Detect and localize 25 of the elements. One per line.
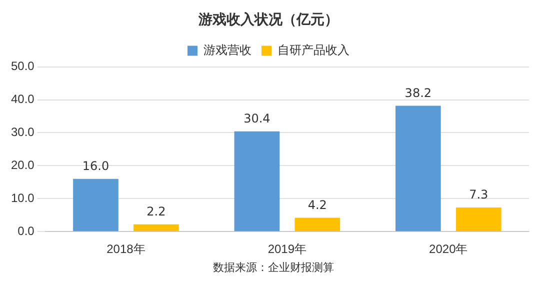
data-label: 38.2 (404, 86, 432, 100)
bar (234, 131, 280, 232)
bar (395, 106, 441, 232)
bar (134, 224, 179, 232)
data-label: 2.2 (146, 204, 166, 218)
y-tick-label: 30.0 (10, 125, 35, 140)
legend-label: 游戏营收 (204, 42, 252, 57)
bar (73, 178, 118, 232)
x-tick-label: 2019年 (268, 242, 307, 256)
y-tick-label: 10.0 (10, 190, 35, 205)
legend-label: 自研产品收入 (278, 42, 350, 57)
y-tick-label: 50.0 (10, 59, 35, 74)
data-label: 7.3 (469, 188, 488, 202)
data-label: 4.2 (308, 198, 327, 212)
bar (294, 218, 340, 232)
data-label: 16.0 (82, 158, 110, 173)
bar (456, 208, 502, 232)
y-tick-label: 20.0 (10, 158, 35, 172)
y-tick-label: 0.0 (18, 224, 35, 238)
data-label: 30.4 (244, 112, 270, 126)
x-tick-label: 2020年 (429, 242, 468, 256)
source-note: 数据来源：企业财报测算 (212, 260, 335, 275)
x-tick-label: 2018年 (106, 242, 146, 256)
chart-title: 游戏收入状况（亿元） (198, 12, 338, 28)
y-tick-label: 40.0 (10, 92, 35, 106)
